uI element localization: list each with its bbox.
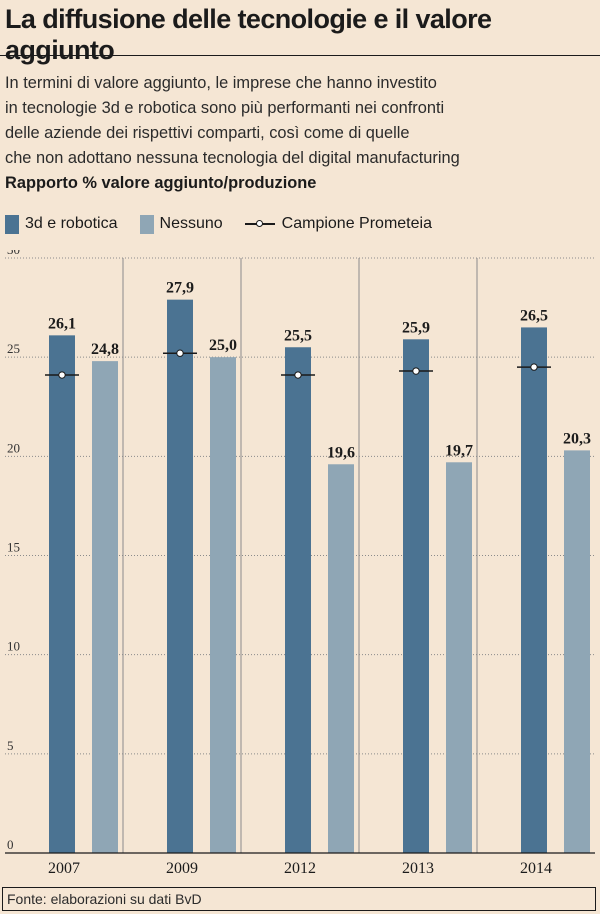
data-label-nessuno: 19,7 [445,442,473,459]
data-label-3d-robotica: 25,9 [402,319,430,336]
bar-chart: 0 5 10 15 20 25 30 26,1 24,8 2007 27,9 25,0 2009 25,5… [5,250,595,877]
legend-item-3d-robotica: 3d e robotica [5,214,118,234]
data-label-nessuno: 20,3 [563,430,591,447]
bar-3d-robotica [285,347,311,853]
y-tick-label: 10 [7,639,20,654]
legend-item-campione-prometeia: Campione Prometeia [244,215,432,233]
bar-nessuno [564,450,590,853]
legend-item-nessuno: Nessuno [139,214,223,234]
legend-swatch-nessuno [139,214,154,234]
marker-campione-prometeia [530,363,538,371]
chart-description: In termini di valore aggiunto, le impres… [5,71,595,196]
marker-campione-prometeia [412,367,420,375]
description-line: in tecnologie 3d e robotica sono più per… [5,99,445,117]
description-line: In termini di valore aggiunto, le impres… [5,74,437,92]
description-line: che non adottano nessuna tecnologia del … [5,149,460,167]
bar-3d-robotica [167,299,193,853]
data-label-3d-robotica: 27,9 [166,280,194,297]
data-label-nessuno: 19,6 [327,444,355,461]
bar-nessuno [328,464,354,853]
y-tick-label: 20 [7,440,20,455]
chart-legend: 3d e robotica Nessuno Campione Prometeia [5,212,454,236]
x-tick-label: 2009 [166,860,198,877]
description-line: delle aziende dei rispettivi comparti, c… [5,124,410,142]
marker-campione-prometeia [176,349,184,357]
bar-3d-robotica [403,339,429,853]
bar-nessuno [210,357,236,853]
marker-campione-prometeia [58,371,66,379]
data-label-3d-robotica: 26,1 [48,315,76,332]
bar-3d-robotica [521,327,547,854]
measure-label: Rapporto % valore aggiunto/produzione [5,174,317,192]
legend-swatch-3d-robotica [5,214,19,234]
legend-label-3d-robotica: 3d e robotica [25,215,118,232]
y-tick-label: 15 [7,540,20,555]
legend-label-nessuno: Nessuno [159,215,223,232]
source-note: Fonte: elaborazioni su dati BvD [7,891,202,907]
y-tick-label: 0 [7,837,14,852]
bar-nessuno [446,462,472,853]
x-tick-label: 2013 [402,860,434,877]
data-label-nessuno: 25,0 [209,337,237,354]
data-label-3d-robotica: 25,5 [284,327,312,344]
marker-campione-prometeia [294,371,302,379]
x-tick-label: 2014 [520,860,552,877]
bar-3d-robotica [49,335,75,854]
legend-label-campione-prometeia: Campione Prometeia [281,215,432,232]
chart-title: La diffusione delle tecnologie e il valo… [5,4,492,65]
y-tick-label: 30 [7,250,20,257]
source-box: Fonte: elaborazioni su dati BvD [2,887,596,911]
data-label-3d-robotica: 26,5 [520,307,548,324]
y-tick-label: 25 [7,341,20,356]
x-tick-label: 2007 [48,860,80,877]
bar-nessuno [92,361,118,853]
data-label-nessuno: 24,8 [91,341,119,358]
legend-marker-campione-prometeia [244,218,275,230]
x-tick-label: 2012 [284,860,316,877]
title-divider [0,55,600,56]
y-tick-label: 5 [7,738,14,753]
